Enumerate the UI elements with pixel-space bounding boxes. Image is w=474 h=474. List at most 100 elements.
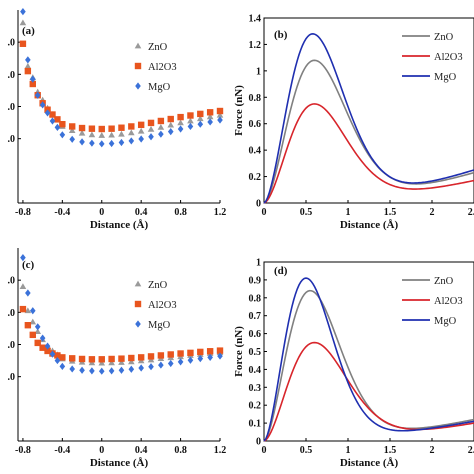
y-tick-label: 0.6 [249,119,262,130]
data-point-mgo [34,91,41,99]
x-tick-label: 0.8 [174,445,187,456]
data-point-al2o3 [88,125,96,132]
data-point-al2o3 [187,349,194,357]
series-mgo [20,254,223,375]
y-tick-label: 0.4 [249,365,262,376]
series-line-mgo [263,33,474,204]
data-point-al2o3 [216,107,224,115]
data-point-al2o3 [29,331,36,339]
y-tick-label: 0 [256,199,261,210]
panel-label: (a) [22,25,35,37]
data-point-zno [98,359,106,366]
data-point-mgo [207,353,213,361]
x-tick-label: -0.8 [15,207,31,218]
series-line-zno [263,289,474,442]
data-point-mgo [138,364,144,372]
legend-label: Al2O3 [148,300,177,311]
plot-frame [263,261,474,442]
data-point-al2o3 [128,123,135,130]
data-point-mgo [108,367,115,375]
series-mgo [20,8,223,148]
data-point-mgo [158,361,164,369]
data-point-al2o3 [98,125,105,133]
legend-label: MgO [148,320,171,331]
data-point-mgo [167,359,174,368]
x-axis-title: Distance (Å) [90,457,149,469]
data-point-mgo [148,133,154,141]
data-point-mgo [25,56,31,64]
data-point-zno [128,358,135,365]
data-point-zno [108,131,115,138]
data-point-mgo [108,139,115,148]
data-point-mgo [98,367,105,375]
y-tick-label: 1 [256,258,261,269]
data-point-al2o3 [59,120,66,128]
x-tick-label: 1.2 [214,207,227,218]
data-point-mgo [187,122,194,131]
data-point-al2o3 [147,353,155,360]
data-point-mgo [69,135,75,143]
data-point-al2o3 [118,355,125,362]
data-point-al2o3 [206,109,214,116]
x-tick-label: 0.4 [135,207,148,218]
y-tick-label: .0 [8,70,16,81]
legend-marker-mgo [135,320,141,328]
data-point-mgo [44,109,51,117]
series-line-al2o3 [263,103,474,204]
data-point-mgo [207,118,213,126]
y-tick-label: .0 [8,134,16,145]
data-point-mgo [217,352,223,360]
data-point-mgo [167,127,174,136]
legend-label: ZnO [148,42,168,53]
series-line-zno [263,59,474,204]
data-point-al2o3 [177,350,184,357]
data-point-zno [118,130,125,137]
data-point-zno [19,19,27,26]
data-point-zno [196,115,204,122]
data-point-al2o3 [167,115,174,123]
legend-label: MgO [434,72,457,83]
panel-label: (b) [274,29,288,41]
data-point-al2o3 [54,352,61,359]
data-point-mgo [20,254,26,262]
panel--a-: -0.8 -0.4 0 0.4 0.8 1.2 .0 .0 .0 .0 Distance (Å) (a… [8,8,227,231]
data-point-mgo [197,120,204,128]
legend-marker-al2o3 [134,62,142,70]
y-tick-label: 0.3 [249,383,262,394]
x-tick-label: 1.5 [384,207,397,218]
data-point-mgo [89,367,95,375]
y-tick-label: 0.2 [249,401,262,412]
x-tick-label: 1 [346,445,351,456]
data-point-mgo [59,362,66,370]
legend-label: MgO [148,82,171,93]
y-tick-label: 0.4 [249,146,262,157]
data-point-al2o3 [128,354,135,362]
data-point-zno [118,359,125,365]
series-zno [19,19,224,138]
series-line-al2o3 [263,341,474,442]
y-tick-label: 0 [256,437,261,448]
legend-marker-al2o3 [134,300,142,308]
y-axis-title: Force (nN) [233,326,245,377]
data-point-mgo [118,366,125,374]
data-point-al2o3 [137,354,145,361]
data-point-mgo [39,334,46,342]
data-point-mgo [118,138,125,147]
data-point-mgo [39,101,46,109]
data-point-zno [98,132,106,138]
data-point-al2o3 [177,113,184,121]
data-point-al2o3 [108,125,115,132]
x-tick-label: 2.5 [468,207,474,218]
y-tick-label: .0 [8,38,16,49]
series-al2o3 [19,305,224,363]
x-tick-label: 0 [262,207,267,218]
y-tick-label: 0.9 [249,275,262,286]
data-point-zno [157,124,165,130]
series-line-mgo [263,277,474,442]
x-tick-label: 0 [262,445,267,456]
y-tick-label: 1.4 [249,14,262,25]
legend-label: ZnO [434,32,454,43]
data-point-al2o3 [78,124,86,132]
x-tick-label: 1.2 [214,445,227,456]
